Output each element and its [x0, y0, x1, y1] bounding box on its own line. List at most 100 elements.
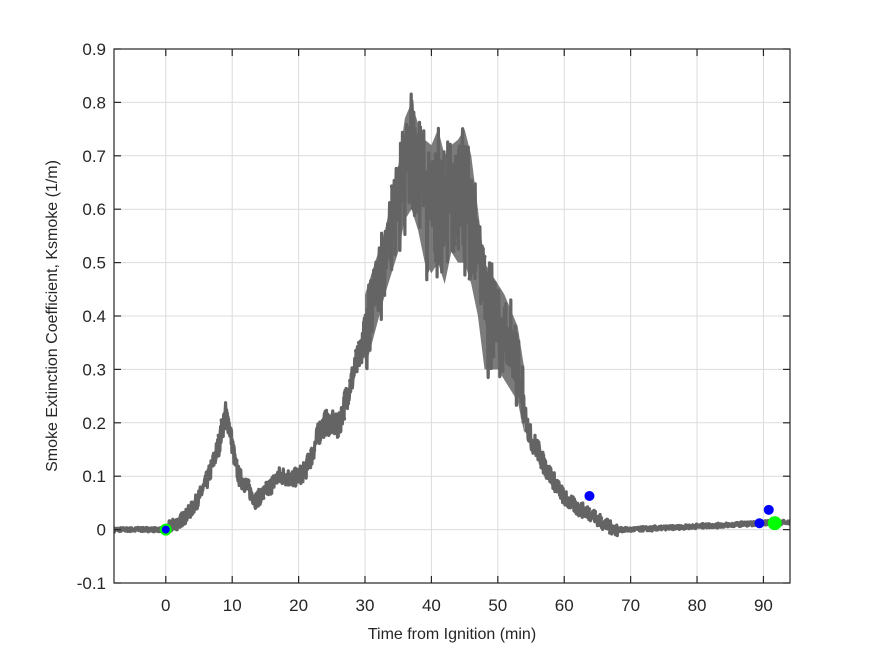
series-point [428, 216, 433, 221]
series-point [360, 349, 364, 354]
series-point [249, 491, 254, 496]
series-point [398, 198, 403, 203]
x-tick-label: 90 [754, 596, 773, 615]
series-point [195, 499, 200, 504]
series-point [670, 524, 675, 529]
series-point [643, 525, 648, 530]
series-point [222, 426, 227, 431]
series-point [437, 232, 442, 237]
y-tick-label: 0.2 [82, 414, 106, 433]
series-point [611, 524, 615, 529]
series-point [291, 474, 296, 478]
series-point [234, 458, 239, 463]
series-point [599, 516, 604, 521]
series-point [339, 414, 344, 419]
series-point [455, 181, 460, 186]
series-point [255, 498, 260, 503]
series-point [491, 354, 496, 359]
series-point [602, 521, 607, 526]
series-point [706, 522, 711, 527]
series-point [748, 521, 753, 526]
series-point [354, 348, 358, 353]
data-series [114, 92, 790, 538]
series-point [228, 428, 233, 433]
series-point [252, 494, 257, 499]
y-tick-label: 0.7 [82, 147, 106, 166]
series-point [787, 521, 790, 526]
series-point [721, 524, 726, 529]
x-axis-tick-labels: 0 10 20 30 40 50 60 70 80 90 [161, 596, 773, 615]
event-marker-2 [754, 518, 765, 529]
series-point [404, 133, 409, 138]
series-point [348, 378, 353, 383]
x-tick-label: 10 [223, 596, 242, 615]
series-point [494, 326, 499, 331]
series-point [485, 303, 490, 308]
series-point [697, 524, 702, 529]
series-point [608, 530, 612, 535]
series-point [629, 528, 633, 533]
series-point [521, 397, 526, 401]
series-point [646, 528, 651, 533]
series-point [530, 439, 535, 444]
series-point [395, 199, 400, 204]
series-point [470, 214, 475, 218]
series-point [533, 446, 538, 451]
series-point [153, 527, 158, 532]
series-point [563, 502, 568, 507]
series-point [288, 481, 293, 486]
series-point [724, 523, 729, 528]
series-point [623, 526, 627, 531]
series-point [730, 524, 735, 529]
series-point [694, 522, 699, 527]
series-point [506, 361, 511, 366]
series-point [410, 152, 415, 157]
series-point [192, 500, 197, 505]
ignition-marker [159, 523, 172, 536]
series-point [569, 497, 574, 502]
series-point [306, 452, 311, 457]
series-point [342, 416, 347, 421]
series-point [177, 524, 182, 529]
series-point [500, 333, 505, 338]
series-point [321, 420, 326, 425]
series-point [231, 444, 236, 448]
series-point [488, 280, 493, 285]
series-point [631, 526, 636, 531]
x-tick-label: 60 [555, 596, 574, 615]
series-point [509, 343, 514, 348]
series-point [763, 519, 768, 524]
series-point [416, 159, 421, 164]
series-point [440, 214, 445, 219]
series-point [225, 415, 230, 420]
series-point [664, 524, 669, 529]
series-point [383, 256, 388, 261]
y-tick-label: 0.5 [82, 254, 106, 273]
series-point [240, 477, 245, 482]
series-point [566, 504, 571, 509]
series-point [171, 523, 176, 528]
series-point [279, 472, 284, 477]
series-point [539, 465, 544, 470]
y-tick-label: 0.1 [82, 467, 106, 486]
series-point [512, 371, 517, 376]
series-point [745, 520, 750, 525]
series-point [144, 525, 149, 530]
end-marker [767, 516, 782, 531]
series-point [593, 509, 598, 514]
series-point [380, 248, 385, 253]
series-point [524, 428, 529, 433]
series-point [150, 527, 155, 532]
series-point [449, 162, 454, 167]
series-point [473, 227, 478, 232]
series-point [183, 512, 188, 517]
series-point [542, 457, 547, 462]
series-point [682, 526, 687, 531]
series-point [736, 521, 741, 526]
series-point [363, 328, 367, 333]
series-point [572, 498, 577, 503]
series-point [718, 522, 723, 527]
series-point [407, 125, 412, 130]
series-point [198, 487, 203, 492]
series-point [180, 515, 185, 520]
